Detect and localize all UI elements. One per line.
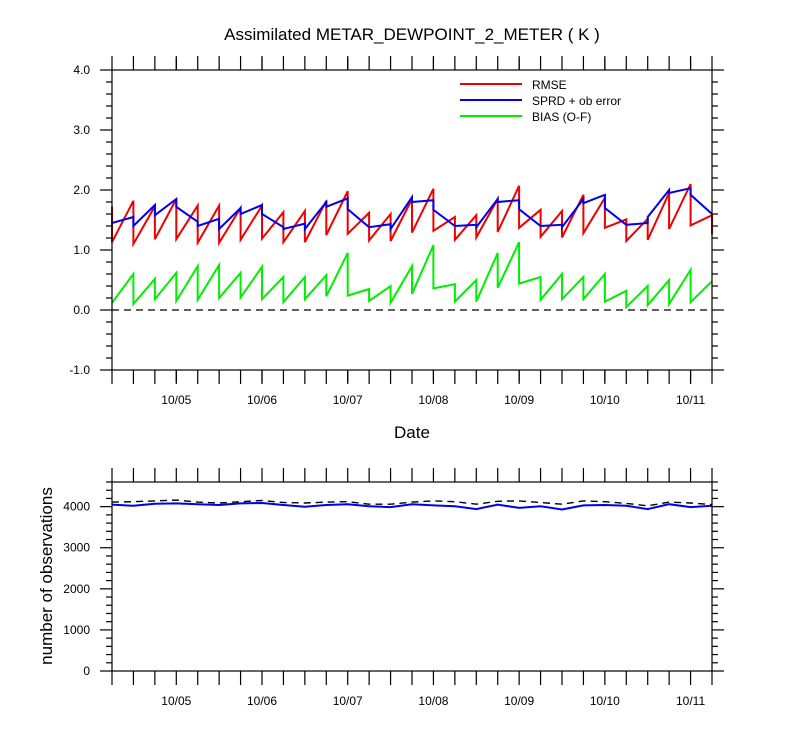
bottom-series-dashed-line bbox=[111, 499, 713, 507]
bottom-y-tick-label-3000: 3000 bbox=[63, 541, 90, 555]
top-x-tick-label-10-11: 10/11 bbox=[676, 393, 705, 407]
top-series-bias-o-f-line bbox=[111, 241, 713, 310]
bottom-y-tick-label-1000: 1000 bbox=[63, 623, 90, 637]
top-y-tick-label-2-0: 2.0 bbox=[73, 183, 90, 197]
bottom-x-tick-label-10-10: 10/10 bbox=[590, 694, 620, 708]
top-x-tick-label-10-06: 10/06 bbox=[247, 393, 277, 407]
top-series-sprd-ob-error-line bbox=[111, 186, 713, 233]
top-plot-frame bbox=[111, 69, 713, 371]
top-x-tick-label-10-09: 10/09 bbox=[504, 393, 534, 407]
top-x-tick-labels: 10/05 10/06 10/07 10/08 10/09 10/10 10/11 bbox=[161, 393, 705, 407]
bottom-x-tick-label-10-08: 10/08 bbox=[418, 694, 448, 708]
top-y-tick-label-0-0: 0.0 bbox=[73, 303, 90, 317]
bottom-x-tick-label-10-11: 10/11 bbox=[676, 694, 705, 708]
top-series-group bbox=[111, 183, 713, 310]
bottom-y-tick-label-0: 0 bbox=[83, 664, 90, 678]
legend-label-rmse: RMSE bbox=[532, 78, 567, 92]
top-x-tick-label-10-08: 10/08 bbox=[418, 393, 448, 407]
bottom-y-tick-label-4000: 4000 bbox=[63, 500, 90, 514]
top-minor-ticks bbox=[100, 56, 724, 384]
y-axis-label-observations: number of observations bbox=[37, 487, 56, 665]
bottom-x-tick-label-10-07: 10/07 bbox=[333, 694, 363, 708]
legend: RMSE SPRD + ob error BIAS (O-F) bbox=[460, 78, 621, 124]
bottom-minor-ticks bbox=[100, 468, 724, 685]
top-series-rmse-line bbox=[111, 183, 713, 248]
bottom-series-solid-line bbox=[111, 501, 713, 511]
top-x-tick-label-10-05: 10/05 bbox=[161, 393, 191, 407]
bottom-x-tick-labels: 10/05 10/06 10/07 10/08 10/09 10/10 10/11 bbox=[161, 694, 705, 708]
bottom-x-tick-label-10-09: 10/09 bbox=[504, 694, 534, 708]
top-y-tick-label-4-0: 4.0 bbox=[73, 63, 90, 77]
top-y-tick-label-1-0: -1.0 bbox=[69, 363, 90, 377]
bottom-y-tick-labels: 0 1000 2000 3000 4000 bbox=[63, 500, 90, 678]
bottom-x-tick-label-10-05: 10/05 bbox=[161, 694, 191, 708]
legend-label-bias-o-f: BIAS (O-F) bbox=[532, 110, 591, 124]
x-axis-label: Date bbox=[394, 423, 430, 442]
bottom-x-tick-label-10-06: 10/06 bbox=[247, 694, 277, 708]
top-y-tick-label-1-0: 1.0 bbox=[73, 243, 90, 257]
top-y-tick-labels: -1.0 0.0 1.0 2.0 3.0 4.0 bbox=[69, 63, 90, 377]
bottom-series-group bbox=[111, 499, 713, 511]
top-x-tick-label-10-07: 10/07 bbox=[333, 393, 363, 407]
top-x-tick-label-10-10: 10/10 bbox=[590, 393, 620, 407]
bottom-y-tick-label-2000: 2000 bbox=[63, 582, 90, 596]
top-y-tick-label-3-0: 3.0 bbox=[73, 123, 90, 137]
legend-label-sprd-ob-error: SPRD + ob error bbox=[532, 94, 621, 108]
top-panel: -1.0 0.0 1.0 2.0 3.0 4.0 10/05 10/06 10/07 10/08… bbox=[69, 56, 724, 442]
bottom-plot-frame bbox=[111, 481, 713, 672]
chart-title: Assimilated METAR_DEWPOINT_2_METER ( K ) bbox=[224, 25, 600, 44]
